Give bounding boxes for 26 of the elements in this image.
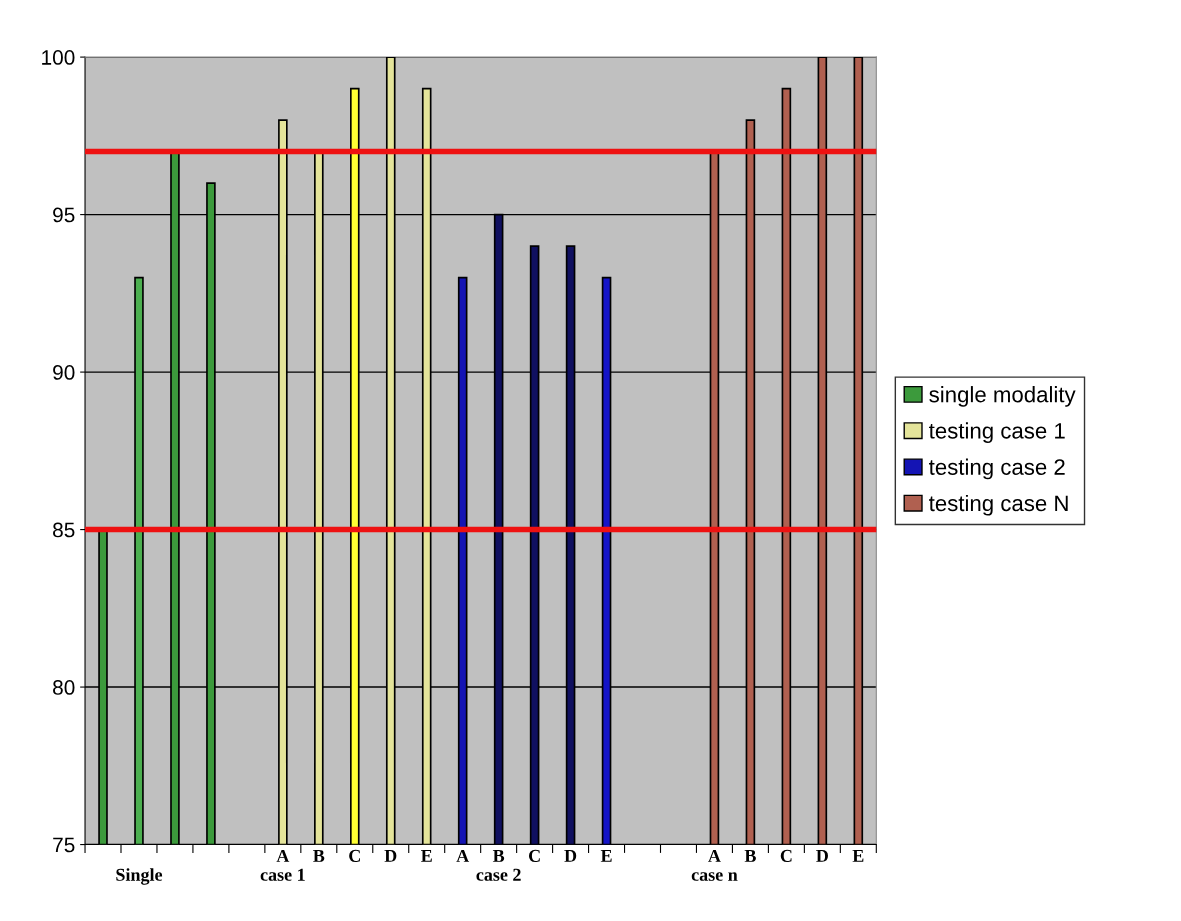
x-tick-label: Single [116, 868, 163, 885]
x-tick-label: A case 1 [260, 849, 305, 881]
x-tick-label: E [852, 849, 864, 862]
legend-label: single modality [929, 386, 1076, 407]
y-tick-label: 75 [53, 837, 75, 853]
x-tick-label: D [564, 849, 577, 862]
x-tick-label: A case n [691, 849, 738, 881]
x-tick-label: E [600, 849, 612, 862]
x-tick-label: E [421, 849, 432, 862]
legend-label: testing case 2 [929, 458, 1065, 480]
x-tick-label: B case 2 [476, 849, 521, 881]
legend-label: testing case 1 [929, 422, 1065, 444]
y-tick-label: 85 [53, 522, 75, 538]
x-tick-label: C [349, 849, 360, 862]
y-tick-label: 95 [53, 207, 75, 223]
x-tick-label: C [528, 849, 540, 862]
y-tick-label: 80 [53, 680, 75, 695]
x-tick-label: B [313, 849, 325, 862]
legend-label: testing case N [929, 494, 1068, 516]
x-tick-label: B [744, 849, 756, 862]
x-tick-label: A [456, 849, 470, 862]
x-tick-label: C [780, 849, 792, 862]
y-tick-label: 90 [53, 365, 75, 380]
x-tick-label: D [384, 849, 397, 862]
x-tick-label: D [816, 849, 828, 862]
y-tick-label: 100 [42, 50, 75, 65]
